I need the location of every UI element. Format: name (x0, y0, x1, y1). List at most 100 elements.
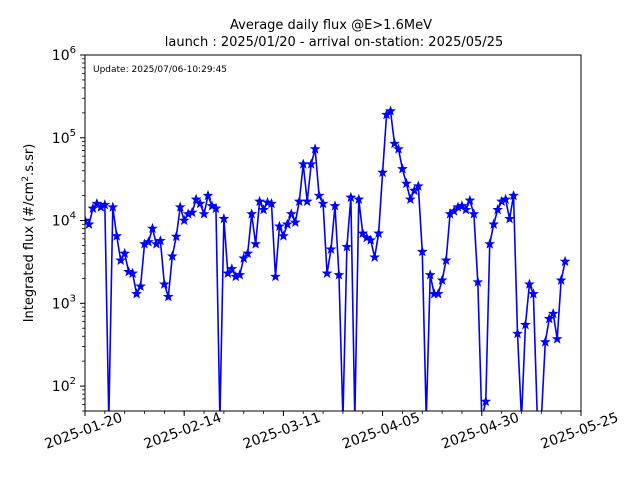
data-point-marker (440, 254, 452, 265)
data-point-marker (238, 252, 250, 263)
data-point-marker (512, 327, 523, 339)
data-point-marker (162, 291, 174, 302)
data-point-marker (559, 255, 571, 267)
data-point-marker (325, 243, 337, 254)
data-point-marker (309, 143, 321, 154)
data-point-marker (480, 395, 492, 407)
data-point-marker (468, 208, 480, 219)
data-point-marker (111, 230, 123, 241)
data-point-marker (416, 246, 428, 257)
data-point-marker (397, 163, 408, 174)
data-point-marker (436, 274, 448, 285)
x-tick-label: 2025-01-20 (43, 410, 125, 453)
data-point-marker (305, 158, 317, 169)
y-axis-label-tail: .s.sr) (22, 144, 37, 176)
data-point-marker (350, 414, 359, 423)
y-tick-label: 103 (52, 293, 76, 312)
data-point-marker (393, 143, 404, 154)
data-point-marker (194, 197, 206, 209)
data-point-marker (404, 193, 416, 205)
y-tick-base: 10 (52, 379, 70, 395)
data-point-marker (365, 234, 377, 245)
data-point-marker (127, 267, 139, 278)
x-axis: 2025-01-20 2025-02-14 2025-03-11 2025-04-05… (43, 410, 621, 453)
x-tick-label: 2025-02-14 (142, 410, 224, 453)
y-axis-label: Integrated flux (#/cm2.s.sr) (21, 144, 37, 323)
data-point-marker (178, 214, 190, 226)
data-point-marker (357, 227, 369, 238)
y-axis-label-superscript: 2 (21, 176, 31, 182)
data-point-marker (246, 208, 258, 219)
data-point-marker (500, 193, 511, 205)
data-point-marker (412, 180, 424, 191)
data-point-marker (158, 278, 170, 289)
data-point-marker (539, 336, 551, 347)
data-point-marker (147, 222, 158, 234)
data-point-marker (301, 195, 313, 207)
series-line (85, 110, 566, 411)
y-tick-label: 104 (52, 211, 76, 230)
data-point-marker (210, 202, 222, 214)
data-point-marker (258, 204, 269, 215)
data-point-marker (520, 319, 531, 330)
data-point-marker (432, 288, 444, 299)
y-tick-exponent: 5 (70, 128, 76, 139)
y-tick-label: 102 (52, 376, 76, 395)
y-tick-exponent: 4 (70, 211, 76, 222)
data-point-marker (504, 213, 515, 224)
data-point-marker (186, 206, 198, 218)
data-point-marker (278, 230, 289, 241)
data-point-marker (85, 218, 95, 229)
data-point-marker (401, 177, 412, 189)
data-point-marker (99, 199, 111, 210)
data-point-marker (254, 195, 265, 207)
data-point-marker (234, 269, 246, 280)
data-point-marker (472, 276, 484, 287)
data-point-marker (508, 189, 519, 201)
data-point-marker (242, 247, 254, 259)
data-point-marker (527, 288, 539, 299)
y-tick-base: 10 (52, 296, 70, 312)
data-point-marker (274, 220, 285, 231)
data-point-marker (422, 414, 431, 423)
data-point-marker (377, 166, 388, 178)
data-point-marker (464, 194, 476, 206)
y-tick-base: 10 (52, 214, 70, 230)
data-point-marker (166, 250, 178, 261)
data-point-marker (373, 227, 385, 238)
data-point-marker (135, 280, 146, 292)
data-point-marker (408, 184, 420, 196)
data-point-marker (174, 201, 186, 212)
y-tick-label: 105 (52, 128, 76, 147)
series-group (85, 105, 571, 423)
data-point-marker (202, 189, 214, 201)
data-point-marker (543, 313, 555, 324)
data-point-marker (353, 193, 365, 205)
data-point-marker (281, 218, 293, 229)
data-point-marker (555, 274, 567, 285)
data-point-marker (250, 238, 262, 249)
data-point-marker (170, 230, 182, 242)
data-point-marker (270, 270, 281, 282)
y-tick-exponent: 3 (70, 293, 76, 304)
data-point-marker (266, 197, 277, 209)
data-point-marker (424, 269, 436, 280)
data-point-marker (533, 414, 542, 423)
data-point-marker (488, 218, 500, 229)
data-point-marker (143, 236, 154, 247)
data-point-marker (155, 235, 166, 246)
data-point-marker (190, 193, 202, 205)
data-point-marker (329, 200, 341, 211)
data-point-marker (87, 202, 99, 214)
y-axis-label-main: Integrated flux (#/cm (22, 182, 37, 323)
chart-title: Average daily flux @E>1.6MeV (230, 18, 432, 33)
data-point-marker (338, 414, 347, 423)
data-point-marker (289, 216, 301, 227)
data-point-marker (551, 333, 563, 344)
y-tick-base: 10 (52, 131, 70, 147)
data-point-marker (537, 414, 546, 423)
data-point-marker (198, 208, 210, 219)
x-tick-label: 2025-03-11 (241, 410, 323, 453)
